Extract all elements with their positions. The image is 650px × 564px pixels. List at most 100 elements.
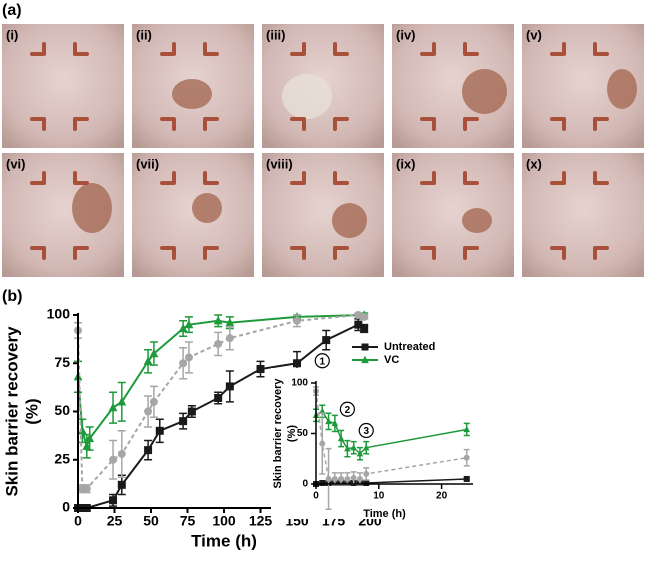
marker: [331, 419, 339, 427]
marker: [108, 402, 118, 412]
photo: (vi): [2, 153, 124, 277]
ink-mark: [463, 171, 479, 185]
marker: [109, 496, 118, 505]
ink-mark: [420, 117, 436, 131]
annotation: 1: [319, 356, 325, 367]
legend-label: Untreated: [384, 341, 435, 353]
ink-mark: [203, 171, 219, 185]
annotation-circle: [339, 401, 355, 417]
photo-label: (iv): [396, 27, 416, 42]
chart: 0 50 100 0 10 20 Time (h) Skin barrier recovery…: [271, 353, 483, 520]
lesion: [172, 79, 212, 109]
ink-mark: [30, 171, 46, 185]
marker: [184, 353, 193, 362]
ink-mark: [593, 117, 609, 131]
ink-mark: [203, 42, 219, 56]
marker: [337, 434, 345, 442]
ink-mark: [333, 117, 349, 131]
marker: [363, 479, 370, 486]
photo: (viii): [262, 153, 384, 277]
marker: [225, 317, 235, 327]
photo-label: (vii): [136, 156, 159, 171]
x-tick-label: 50: [143, 513, 159, 529]
marker: [354, 320, 363, 329]
marker: [360, 312, 369, 321]
ink-mark: [73, 117, 89, 131]
series-line: [315, 390, 467, 480]
legend-marker: [361, 343, 369, 351]
x-tick-label: 20: [436, 491, 448, 502]
y-tick-label: 75: [54, 354, 70, 370]
photo-label: (ix): [396, 156, 416, 171]
ink-mark: [30, 117, 46, 131]
photo-label: (ii): [136, 27, 152, 42]
marker: [225, 382, 234, 391]
ink-mark: [160, 42, 176, 56]
marker: [109, 455, 118, 464]
marker: [77, 426, 87, 435]
panel-label: (b): [2, 288, 22, 305]
x-tick-label: 0: [313, 491, 319, 502]
marker: [225, 334, 234, 343]
legend-label: VC: [384, 354, 399, 366]
y-tick-label: 0: [62, 499, 70, 515]
ink-mark: [593, 171, 609, 185]
ink-mark: [290, 42, 306, 56]
ink-mark: [593, 42, 609, 56]
marker: [463, 475, 470, 482]
series-line: [315, 478, 467, 485]
photo: (v): [522, 24, 644, 148]
lesion: [462, 69, 507, 114]
x-tick-label: 100: [212, 513, 236, 529]
x-tick-label: 25: [107, 513, 123, 529]
ink-mark: [550, 171, 566, 185]
lesion: [192, 193, 222, 223]
marker: [319, 440, 326, 447]
photo: (i): [2, 24, 124, 148]
marker: [362, 444, 370, 451]
series-line: [315, 410, 467, 455]
ink-mark: [30, 246, 46, 260]
annotation: 3: [363, 426, 369, 437]
photo-label: (vi): [6, 156, 26, 171]
ink-mark: [160, 117, 176, 131]
ink-mark: [30, 42, 46, 56]
marker: [350, 474, 357, 481]
ink-mark: [290, 246, 306, 260]
photo-label: (viii): [266, 156, 293, 171]
lesion: [332, 203, 367, 238]
y-tick-label: 50: [297, 428, 309, 439]
ink-mark: [463, 117, 479, 131]
marker: [143, 356, 153, 365]
y-tick-label: 25: [54, 450, 70, 466]
marker: [82, 484, 91, 493]
photo-image: [132, 153, 254, 277]
marker: [117, 449, 126, 458]
marker: [178, 323, 188, 333]
photo: (iv): [392, 24, 514, 148]
marker: [344, 475, 351, 482]
photo-label: (x): [526, 156, 542, 171]
y-axis-label: (%): [286, 425, 298, 442]
marker: [256, 365, 265, 374]
marker: [356, 475, 363, 482]
marker: [144, 446, 153, 455]
series-line: [77, 313, 365, 490]
y-tick-label: 100: [291, 378, 308, 389]
ink-mark: [420, 42, 436, 56]
ink-mark: [333, 171, 349, 185]
marker: [149, 397, 158, 406]
marker: [117, 397, 127, 406]
annotation: 2: [345, 405, 351, 416]
photo: (ix): [392, 153, 514, 277]
marker: [344, 445, 351, 452]
ink-mark: [203, 246, 219, 260]
series-line: [78, 323, 365, 509]
marker: [338, 475, 345, 482]
x-tick-label: 125: [249, 513, 273, 529]
photo-label: (iii): [266, 27, 286, 42]
x-tick-label: 75: [180, 513, 196, 529]
ink-mark: [160, 171, 176, 185]
lesion: [282, 74, 332, 119]
